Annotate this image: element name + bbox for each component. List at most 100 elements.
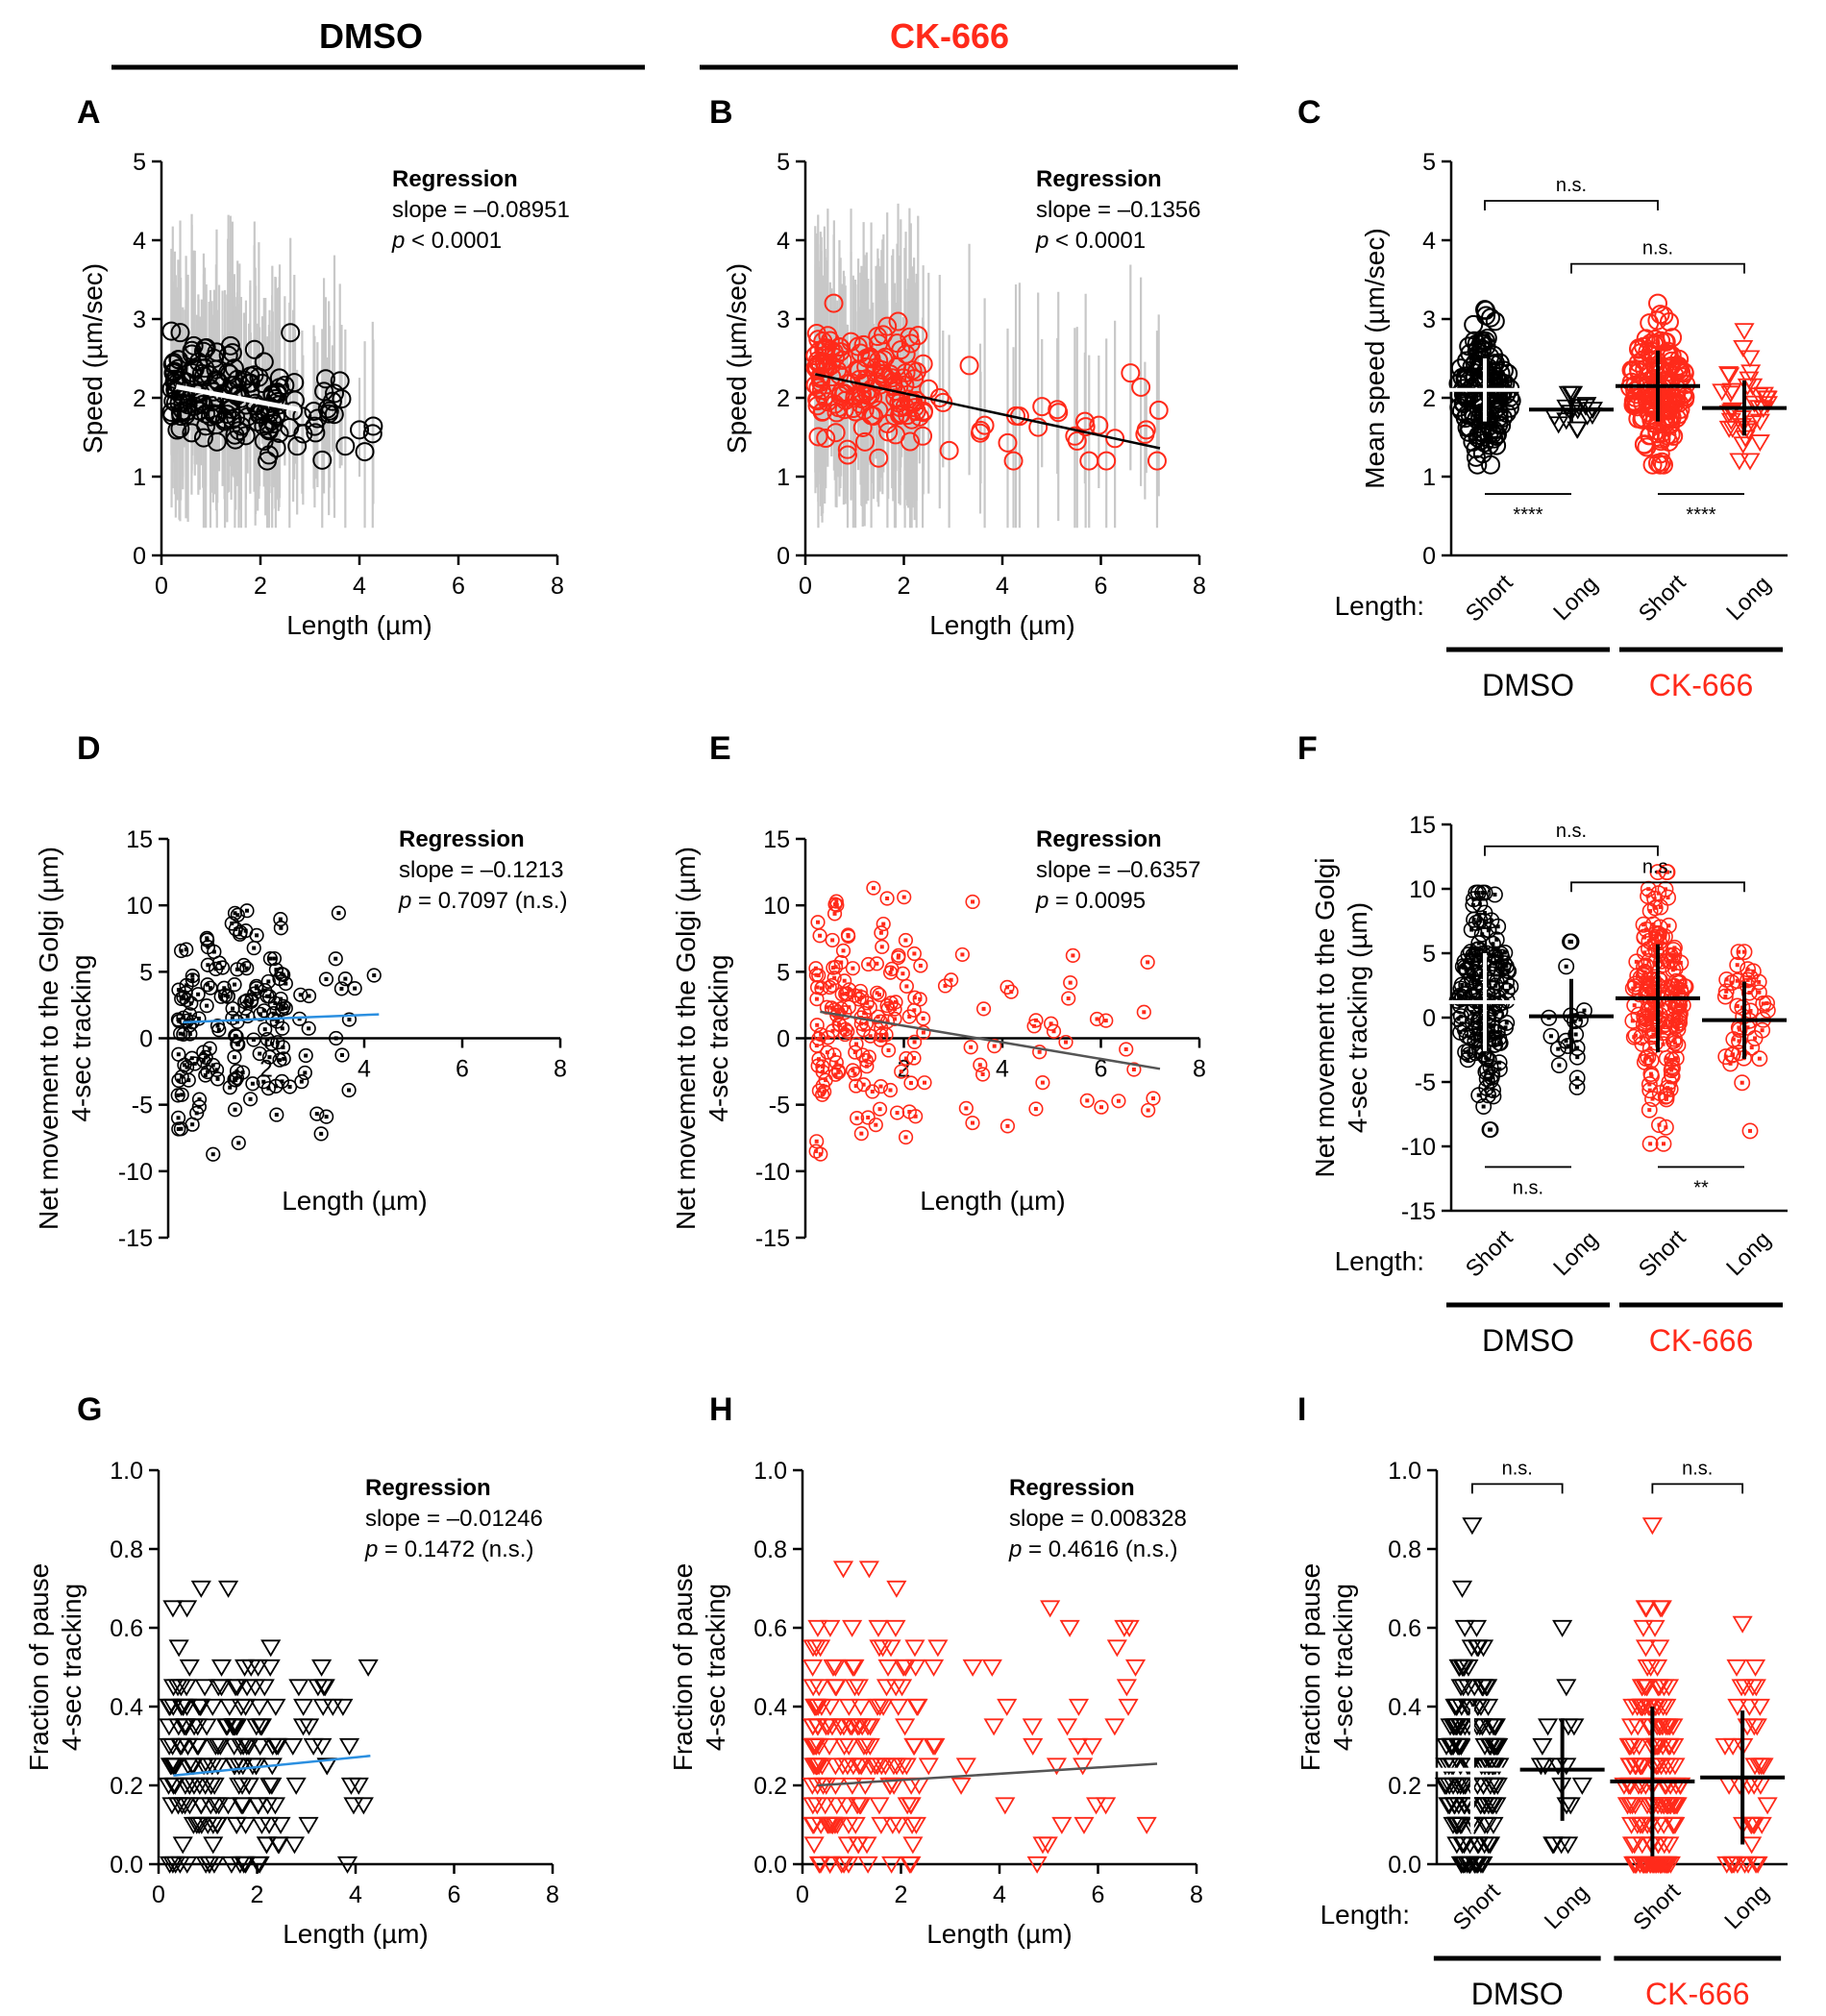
data-point-ring [1478,1079,1495,1096]
data-point-dot [1675,1027,1680,1032]
data-point [825,1659,846,1677]
data-point [1049,403,1069,423]
data-point-dot [1488,1065,1493,1069]
data-point [1469,356,1490,377]
data-point [889,1105,905,1120]
data-point-dot [871,886,876,891]
data-point-ring [1651,1117,1667,1134]
data-point [196,1053,211,1069]
data-point-dot [843,1027,848,1032]
data-point-dot [971,899,975,904]
data-point-ring [882,1082,899,1098]
data-point-min-ring [1568,1078,1586,1095]
data-point [298,1047,313,1064]
data-point [845,1063,861,1078]
data-point-dot [336,911,341,916]
data-point-dot [1661,1002,1666,1007]
data-point [203,980,218,996]
data-point-dot [833,1072,838,1077]
data-point [1741,1816,1763,1834]
data-point-dot [267,1055,272,1060]
data-point-dot [845,1029,850,1034]
y-tick-label: 5 [139,959,153,986]
data-point [165,1856,186,1874]
data-point-ring [848,1045,863,1060]
data-point [262,1737,284,1756]
y-tick-label: 0.2 [1388,1773,1421,1800]
data-point-dot [901,971,905,976]
data-point [298,1816,319,1834]
data-point-dot [234,1078,238,1083]
data-point-min-dot [1748,1128,1752,1133]
data-point [1660,1797,1682,1815]
data-point-dot [852,1050,857,1055]
data-point-dot [201,1049,206,1054]
data-point-ring [170,1110,186,1125]
data-point [965,1115,980,1131]
data-point [218,362,238,382]
data-point-dot [1663,887,1667,892]
data-point-dot [885,1003,890,1008]
data-point [905,1816,926,1834]
data-point [316,1758,337,1776]
data-point-dot [252,992,257,996]
data-point-min [1567,421,1588,439]
data-point-dot [1504,964,1509,969]
data-point-dot [235,913,240,918]
data-point-ring [242,1092,259,1107]
data-point-dot [1485,1056,1490,1061]
data-point [981,1659,1002,1677]
data-point-ring [1567,1026,1585,1043]
data-point [897,890,912,905]
data-point [819,1737,840,1756]
data-point-dot [839,1006,844,1011]
data-point [1464,314,1484,334]
data-point [189,1105,205,1121]
data-point-dot [921,1016,925,1020]
data-point [341,1012,358,1027]
data-point-dot [181,995,185,999]
category-label: Long [1540,1880,1594,1934]
data-point-dot [1730,980,1735,985]
data-point-dot [1633,984,1638,989]
data-point-ring [269,1107,284,1122]
data-point [1479,1718,1500,1736]
data-point-dot [201,1058,206,1063]
data-point-ring [276,998,291,1014]
data-point-ring [873,1078,889,1094]
data-point-dot [1731,1037,1736,1042]
data-point [962,1659,983,1677]
data-point [878,422,899,442]
data-point-ring [1731,1032,1747,1049]
data-point-dot [825,1050,829,1055]
data-point [276,998,291,1014]
data-point [827,971,842,986]
data-point-dot [194,1111,199,1116]
data-point-ring [853,1126,869,1142]
data-point-dot [196,1016,201,1020]
y-tick-label: -5 [769,1093,790,1119]
data-point-dot [347,1088,352,1093]
data-point [849,1078,864,1094]
data-point-ring [207,944,222,960]
data-point-ring [1641,1101,1658,1119]
data-point-dot [1491,942,1495,947]
data-point-dot [216,1027,221,1032]
data-point-dot [1643,1017,1648,1021]
panel-letter-c: C [1297,94,1321,131]
data-point [266,950,283,967]
data-point [314,381,334,402]
data-point-ring [190,987,206,1002]
data-point [171,1072,186,1089]
data-point-dot [1764,1001,1769,1006]
series-dmso-long [1529,933,1614,1095]
data-point [259,1659,281,1677]
data-point [1480,922,1497,939]
data-point [1457,959,1473,976]
data-point [816,428,836,448]
data-point-max-ring [1736,944,1753,961]
data-point-dot [249,999,254,1004]
data-point-max [1476,884,1493,901]
data-point [312,450,333,470]
data-point-dot [1495,924,1500,929]
